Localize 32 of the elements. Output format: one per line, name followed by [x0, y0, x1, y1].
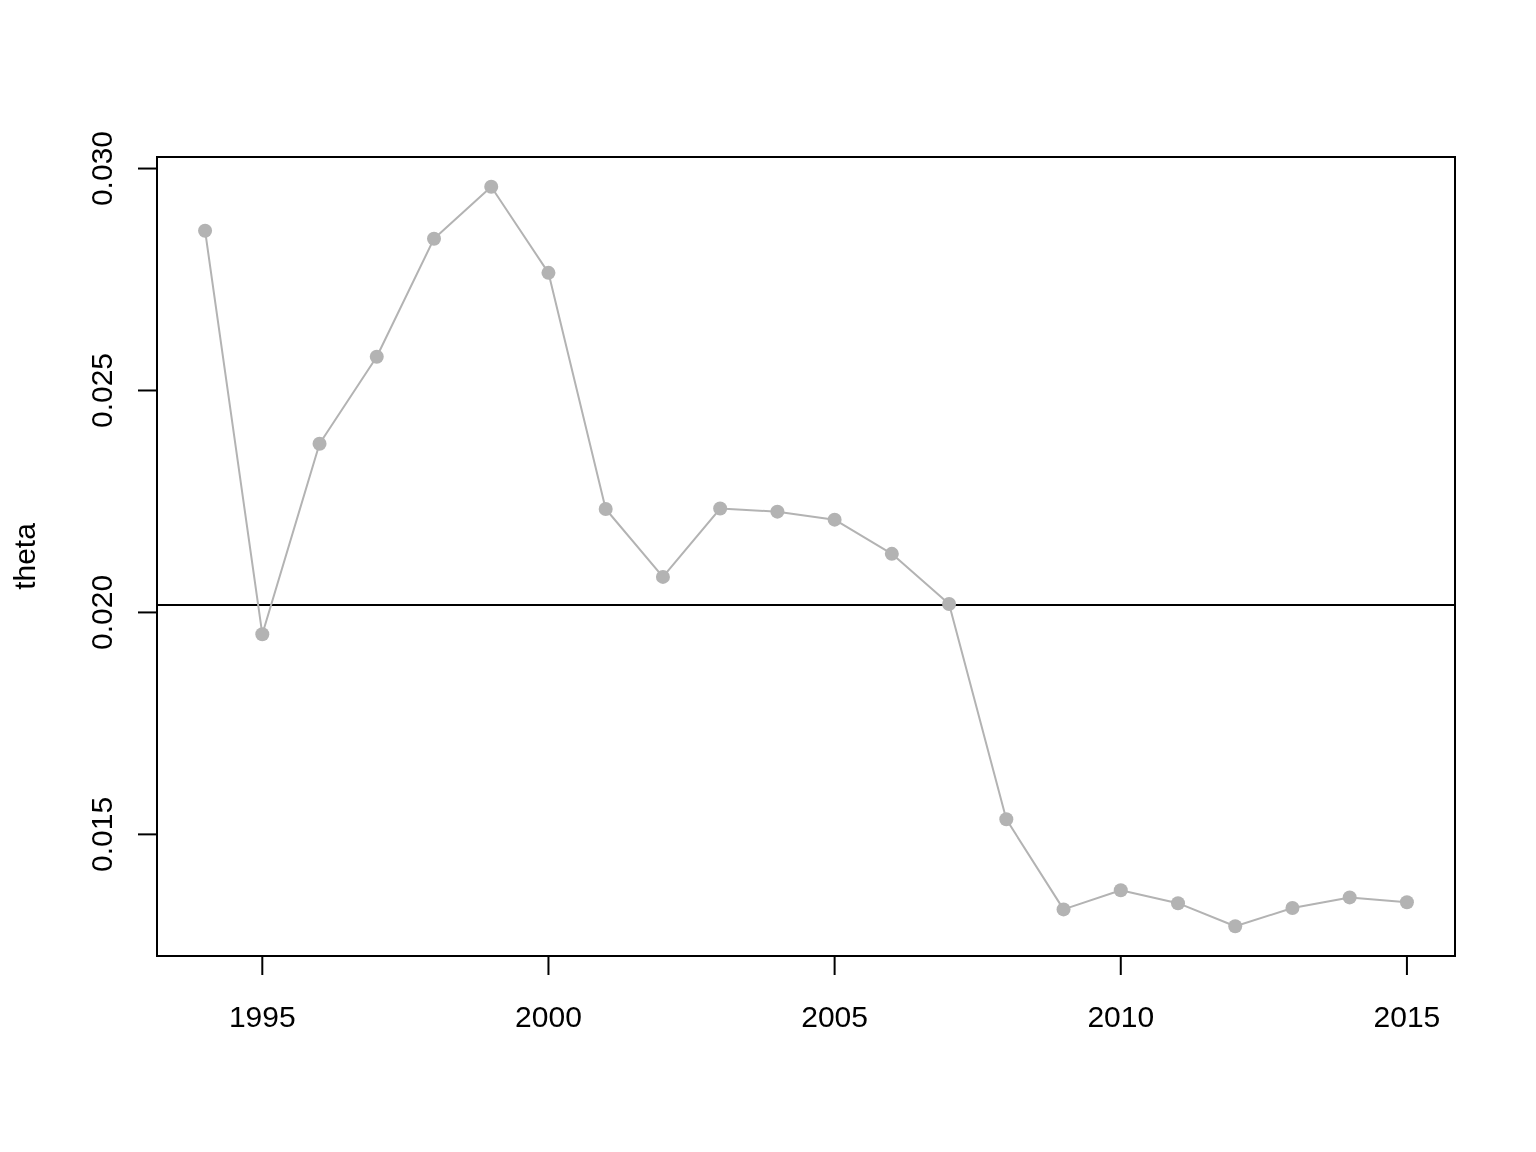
point: [541, 265, 556, 280]
point: [484, 179, 499, 194]
point: [655, 569, 670, 584]
point: [198, 223, 213, 238]
y-tick-label: 0.025: [85, 352, 118, 429]
point: [1113, 883, 1128, 898]
point: [598, 502, 613, 516]
point: [827, 512, 842, 527]
point: [1171, 896, 1185, 911]
x-tick-label: 2010: [1087, 1000, 1155, 1033]
y-tick-label: 0.030: [85, 131, 118, 207]
point: [999, 812, 1014, 827]
point: [942, 597, 957, 611]
point: [427, 231, 441, 246]
point: [255, 627, 270, 642]
y-tick-label: 0.020: [85, 574, 118, 650]
point: [713, 501, 728, 516]
point: [312, 436, 327, 451]
point: [369, 349, 384, 364]
point: [1056, 902, 1071, 917]
x-tick-label: 1995: [228, 1000, 296, 1033]
point: [884, 546, 899, 561]
x-tick-label: 2000: [515, 1000, 582, 1033]
point: [770, 504, 785, 519]
point: [1399, 895, 1414, 910]
point: [1342, 890, 1357, 905]
y-axis-title: theta: [8, 522, 41, 590]
point: [1285, 901, 1300, 916]
x-tick-label: 2005: [801, 1000, 868, 1033]
y-tick-label: 0.015: [85, 796, 118, 872]
point: [1228, 919, 1243, 934]
x-tick-label: 2015: [1373, 1000, 1441, 1033]
